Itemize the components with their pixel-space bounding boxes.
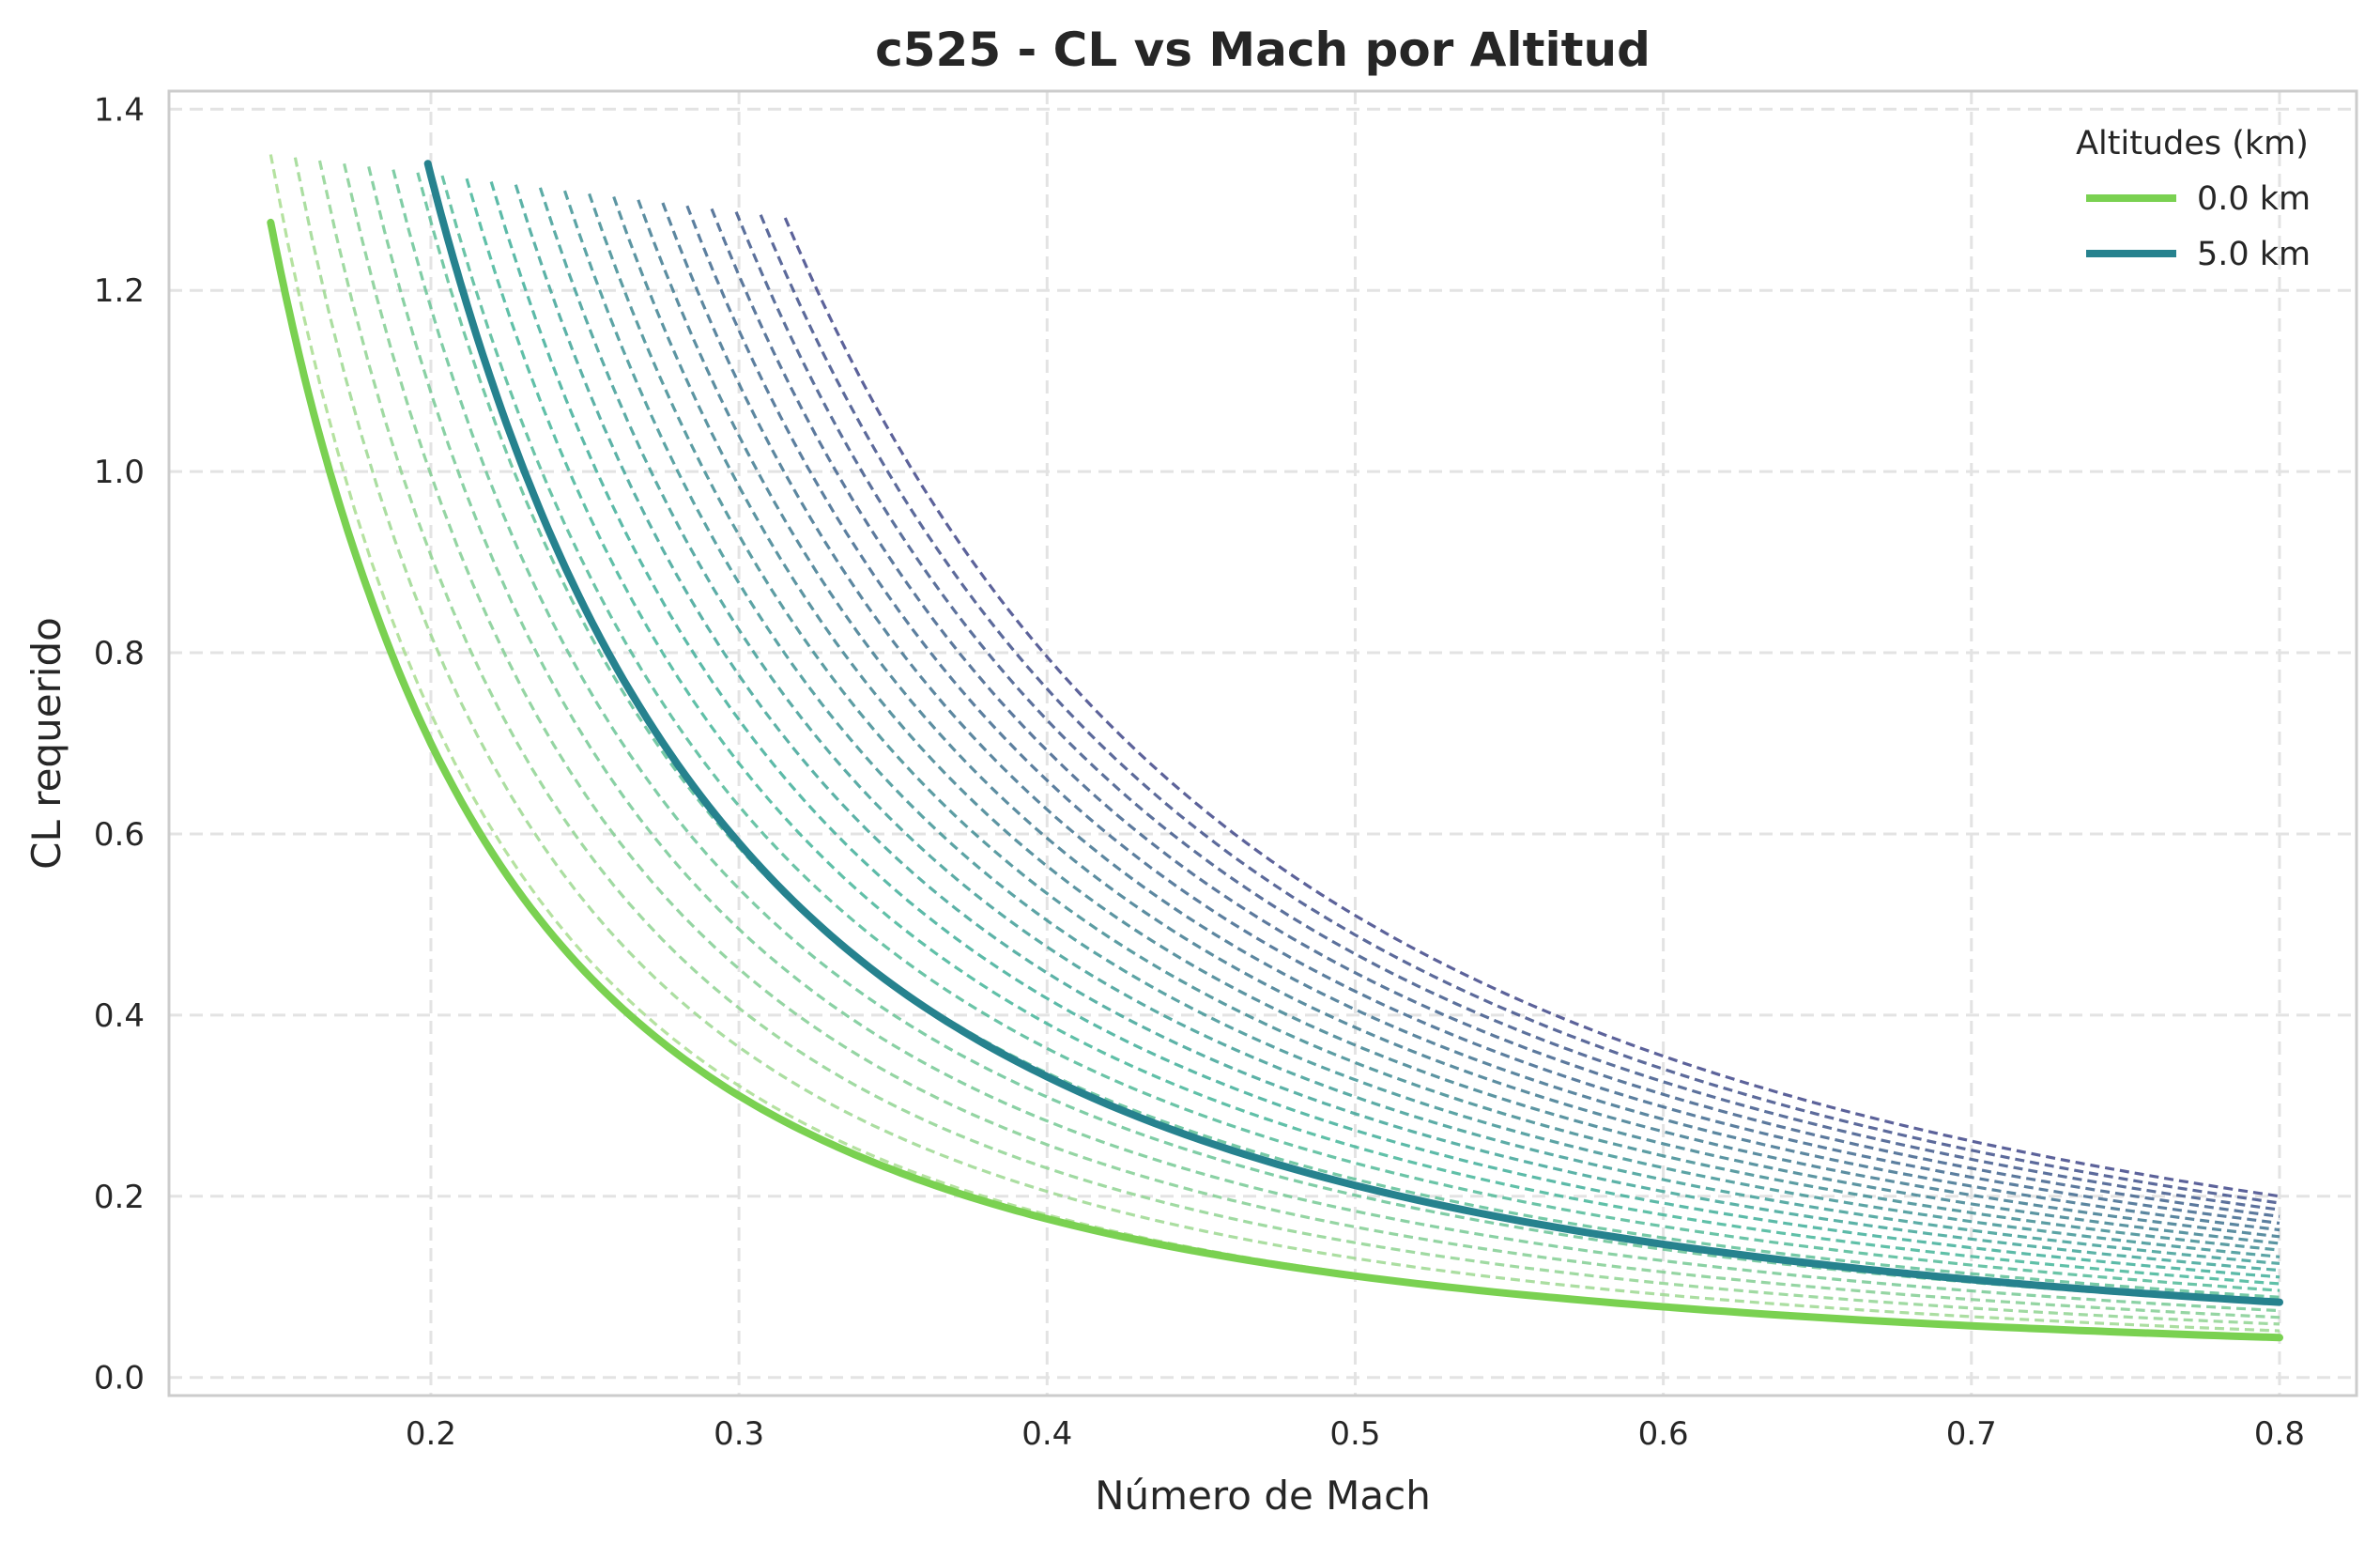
y-tick-label: 0.8 bbox=[94, 635, 145, 672]
y-tick-label: 0.4 bbox=[94, 997, 145, 1035]
x-tick-label: 0.6 bbox=[1638, 1415, 1689, 1453]
plot-frame bbox=[167, 89, 2358, 1397]
altitude-dashed-line bbox=[538, 187, 2280, 1265]
y-tick-label: 0.0 bbox=[94, 1360, 145, 1397]
altitude-dashed-line bbox=[734, 210, 2280, 1211]
y-axis-label: CL requerido bbox=[23, 617, 69, 870]
altitude-dashed-line bbox=[588, 193, 2280, 1252]
y-tick-label: 1.4 bbox=[94, 91, 145, 129]
series-line-0 bbox=[267, 218, 2283, 1342]
altitude-dashed-line bbox=[612, 195, 2280, 1245]
y-tick-label: 1.0 bbox=[94, 454, 145, 491]
series-lines bbox=[267, 160, 2283, 1342]
altitude-dashed-line bbox=[317, 160, 2280, 1326]
legend: Altitudes (km) 0.0 km 5.0 km bbox=[2076, 125, 2311, 273]
series-line-1 bbox=[423, 160, 2283, 1306]
y-tick-label: 0.6 bbox=[94, 816, 145, 854]
altitude-dashed-line bbox=[562, 190, 2280, 1258]
x-tick-label: 0.4 bbox=[1021, 1415, 1072, 1453]
altitude-dashed-line bbox=[293, 157, 2280, 1333]
y-tick-label: 0.2 bbox=[94, 1179, 145, 1216]
x-axis-label: Número de Mach bbox=[1095, 1473, 1431, 1519]
x-tick-label: 0.8 bbox=[2254, 1415, 2305, 1453]
legend-label-5km: 5.0 km bbox=[2197, 236, 2311, 273]
x-tick-label: 0.7 bbox=[1946, 1415, 1997, 1453]
altitude-dashed-line bbox=[465, 177, 2280, 1286]
altitude-dashed-line bbox=[440, 175, 2280, 1292]
altitude-dashed-line bbox=[783, 217, 2280, 1198]
altitude-dashed-line bbox=[661, 202, 2280, 1232]
legend-title: Altitudes (km) bbox=[2076, 125, 2309, 162]
altitude-dashed-line bbox=[685, 205, 2280, 1226]
altitude-dashed-line bbox=[367, 166, 2280, 1313]
y-tick-label: 1.2 bbox=[94, 272, 145, 310]
grid bbox=[169, 91, 2357, 1396]
y-tick-labels: 0.0 0.2 0.4 0.6 0.8 1.0 1.2 1.4 bbox=[94, 91, 145, 1396]
altitude-dashed-line bbox=[637, 199, 2280, 1239]
altitude-dashed-line bbox=[343, 162, 2280, 1319]
x-tick-labels: 0.2 0.3 0.4 0.5 0.6 0.7 0.8 bbox=[406, 1415, 2305, 1453]
altitude-dashed-line bbox=[514, 184, 2280, 1273]
altitude-dashed-line bbox=[710, 208, 2280, 1218]
x-tick-label: 0.5 bbox=[1329, 1415, 1380, 1453]
altitude-dashed-line bbox=[489, 181, 2280, 1279]
x-tick-label: 0.2 bbox=[406, 1415, 456, 1453]
legend-label-0km: 0.0 km bbox=[2197, 180, 2311, 218]
chart-title: c525 - CL vs Mach por Altitud bbox=[875, 23, 1651, 77]
x-tick-label: 0.3 bbox=[714, 1415, 764, 1453]
